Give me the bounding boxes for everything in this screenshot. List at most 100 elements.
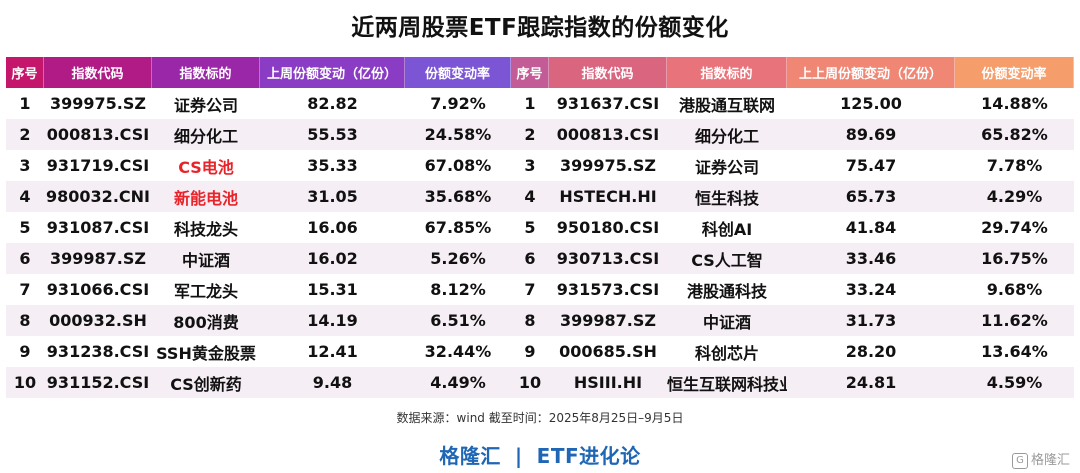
left-cell-0: 7 (6, 274, 44, 305)
right-cell-1: 930713.CSI (549, 243, 667, 274)
left-cell-4: 24.58% (405, 119, 511, 150)
right-cell-2: 恒生科技 (667, 181, 787, 212)
right-cell-1: 000685.SH (549, 336, 667, 367)
left-cell-1: 399987.SZ (44, 243, 152, 274)
left-cell-4: 32.44% (405, 336, 511, 367)
header-left-3: 上周份额变动（亿份） (260, 57, 405, 88)
left-cell-1: 931152.CSI (44, 367, 152, 398)
left-cell-3: 35.33 (260, 150, 405, 181)
table-row: 7 931066.CSI 军工龙头 15.31 8.12% 7 931573.CSI 港股通科… (6, 274, 1074, 305)
right-cell-1: 950180.CSI (549, 212, 667, 243)
right-cell-1: HSTECH.HI (549, 181, 667, 212)
right-cell-4: 65.82% (955, 119, 1074, 150)
data-source-note: 数据来源：wind 截至时间：2025年8月25日–9月5日 (396, 411, 684, 425)
left-cell-1: 931238.CSI (44, 336, 152, 367)
table-row: 2 000813.CSI 细分化工 55.53 24.58% 2 000813.CSI 细分化… (6, 119, 1074, 150)
left-cell-1: 000813.CSI (44, 119, 152, 150)
footer-separator: | (514, 444, 523, 468)
left-cell-2: CS创新药 (152, 367, 260, 398)
table-row: 5 931087.CSI 科技龙头 16.06 67.85% 5 950180.CSI 科创A… (6, 212, 1074, 243)
header-left-0: 序号 (6, 57, 44, 88)
right-cell-0: 4 (511, 181, 549, 212)
left-cell-1: 931719.CSI (44, 150, 152, 181)
right-cell-2: 中证酒 (667, 305, 787, 336)
left-cell-4: 5.26% (405, 243, 511, 274)
right-cell-1: 931637.CSI (549, 88, 667, 119)
gelonghui-logo-icon: G (1011, 452, 1028, 469)
right-cell-3: 28.20 (787, 336, 955, 367)
table-row: 3 931719.CSI CS电池 35.33 67.08% 3 399975.SZ 证券公司… (6, 150, 1074, 181)
left-cell-4: 67.08% (405, 150, 511, 181)
right-cell-1: 000813.CSI (549, 119, 667, 150)
right-cell-3: 33.46 (787, 243, 955, 274)
left-cell-0: 2 (6, 119, 44, 150)
left-cell-3: 31.05 (260, 181, 405, 212)
right-cell-4: 4.29% (955, 181, 1074, 212)
etf-share-change-table: 序号 指数代码 指数标的 上周份额变动（亿份） 份额变动率 序号 指数代码 指数标的 上上周份额… (6, 57, 1074, 398)
left-cell-4: 67.85% (405, 212, 511, 243)
right-cell-0: 8 (511, 305, 549, 336)
right-cell-1: 931573.CSI (549, 274, 667, 305)
right-cell-2: 细分化工 (667, 119, 787, 150)
header-right-1: 指数代码 (549, 57, 667, 88)
left-cell-3: 82.82 (260, 88, 405, 119)
table-row: 1 399975.SZ 证券公司 82.82 7.92% 1 931637.CSI 港股通互联… (6, 88, 1074, 119)
left-cell-2: 证券公司 (152, 88, 260, 119)
right-cell-4: 9.68% (955, 274, 1074, 305)
right-cell-4: 4.59% (955, 367, 1074, 398)
left-cell-3: 9.48 (260, 367, 405, 398)
right-cell-2: 恒生互联网科技业 (667, 367, 787, 398)
left-cell-3: 55.53 (260, 119, 405, 150)
right-cell-4: 16.75% (955, 243, 1074, 274)
left-cell-4: 4.49% (405, 367, 511, 398)
left-cell-2: SSH黄金股票 (152, 336, 260, 367)
left-cell-3: 14.19 (260, 305, 405, 336)
footer-brand-right: ETF进化论 (536, 444, 641, 468)
left-cell-2: 中证酒 (152, 243, 260, 274)
left-cell-0: 3 (6, 150, 44, 181)
right-cell-4: 14.88% (955, 88, 1074, 119)
left-cell-0: 8 (6, 305, 44, 336)
right-cell-0: 6 (511, 243, 549, 274)
right-cell-0: 2 (511, 119, 549, 150)
left-cell-3: 12.41 (260, 336, 405, 367)
left-cell-4: 6.51% (405, 305, 511, 336)
right-cell-4: 13.64% (955, 336, 1074, 367)
page-title: 近两周股票ETF跟踪指数的份额变化 (351, 15, 729, 41)
header-left-4: 份额变动率 (405, 57, 511, 88)
left-cell-2: 新能电池 (152, 181, 260, 212)
left-cell-4: 35.68% (405, 181, 511, 212)
left-cell-3: 16.06 (260, 212, 405, 243)
right-cell-3: 41.84 (787, 212, 955, 243)
right-cell-0: 1 (511, 88, 549, 119)
right-cell-3: 24.81 (787, 367, 955, 398)
left-cell-1: 980032.CNI (44, 181, 152, 212)
left-cell-4: 8.12% (405, 274, 511, 305)
left-cell-2: 科技龙头 (152, 212, 260, 243)
right-cell-2: 港股通互联网 (667, 88, 787, 119)
right-cell-3: 65.73 (787, 181, 955, 212)
left-cell-1: 931066.CSI (44, 274, 152, 305)
header-right-2: 指数标的 (667, 57, 787, 88)
right-cell-2: 证券公司 (667, 150, 787, 181)
left-cell-1: 931087.CSI (44, 212, 152, 243)
left-cell-2: 细分化工 (152, 119, 260, 150)
right-cell-1: 399975.SZ (549, 150, 667, 181)
right-cell-1: 399987.SZ (549, 305, 667, 336)
right-cell-3: 31.73 (787, 305, 955, 336)
right-cell-4: 29.74% (955, 212, 1074, 243)
right-cell-2: 科创AI (667, 212, 787, 243)
left-cell-1: 399975.SZ (44, 88, 152, 119)
left-cell-0: 6 (6, 243, 44, 274)
header-right-4: 份额变动率 (955, 57, 1074, 88)
header-right-0: 序号 (511, 57, 549, 88)
left-cell-0: 1 (6, 88, 44, 119)
right-cell-4: 11.62% (955, 305, 1074, 336)
right-cell-0: 10 (511, 367, 549, 398)
table-row: 6 399987.SZ 中证酒 16.02 5.26% 6 930713.CSI CS人工智 3… (6, 243, 1074, 274)
left-cell-0: 10 (6, 367, 44, 398)
left-cell-0: 5 (6, 212, 44, 243)
right-cell-0: 5 (511, 212, 549, 243)
right-cell-2: 港股通科技 (667, 274, 787, 305)
right-cell-3: 75.47 (787, 150, 955, 181)
